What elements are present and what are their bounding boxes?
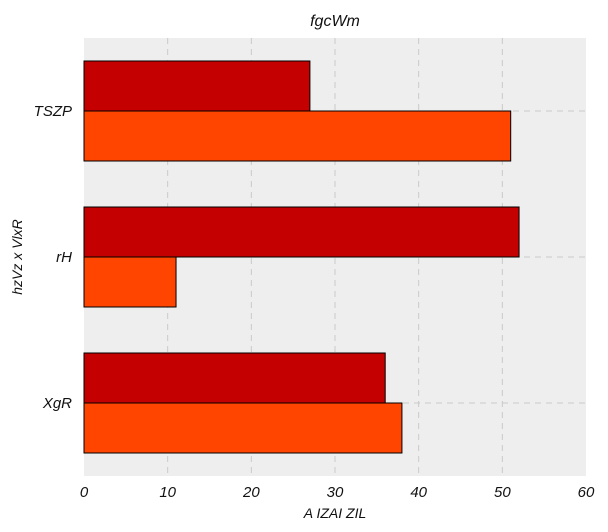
bar-XgR-series-2 [83, 402, 403, 454]
bar-TSZP-series-2 [83, 110, 512, 162]
x-tick-label: 40 [410, 484, 427, 501]
x-tick-label: 60 [578, 484, 595, 501]
y-tick-label: TSZP [34, 103, 72, 120]
bar-rH-series-1 [83, 206, 520, 258]
x-tick-label: 10 [159, 484, 176, 501]
x-tick-label: 0 [80, 484, 89, 501]
chart-title: fgcWm [310, 13, 360, 30]
bars [83, 60, 520, 454]
bar-XgR-series-1 [83, 352, 386, 404]
bar-TSZP-series-1 [83, 60, 311, 112]
y-axis-label: hzVz x VlxR [9, 219, 25, 294]
x-tick-label: 30 [327, 484, 344, 501]
x-tick-label: 50 [494, 484, 511, 501]
x-tick-labels: 0 10 20 30 40 50 60 [80, 484, 595, 501]
x-tick-label: 20 [242, 484, 260, 501]
y-tick-label: rH [56, 249, 72, 266]
y-tick-label: XgR [42, 395, 72, 412]
x-axis-label: A IZAI ZIL [303, 505, 367, 521]
y-tick-labels: XgR rH TSZP [34, 103, 73, 412]
bar-rH-series-2 [83, 256, 177, 308]
